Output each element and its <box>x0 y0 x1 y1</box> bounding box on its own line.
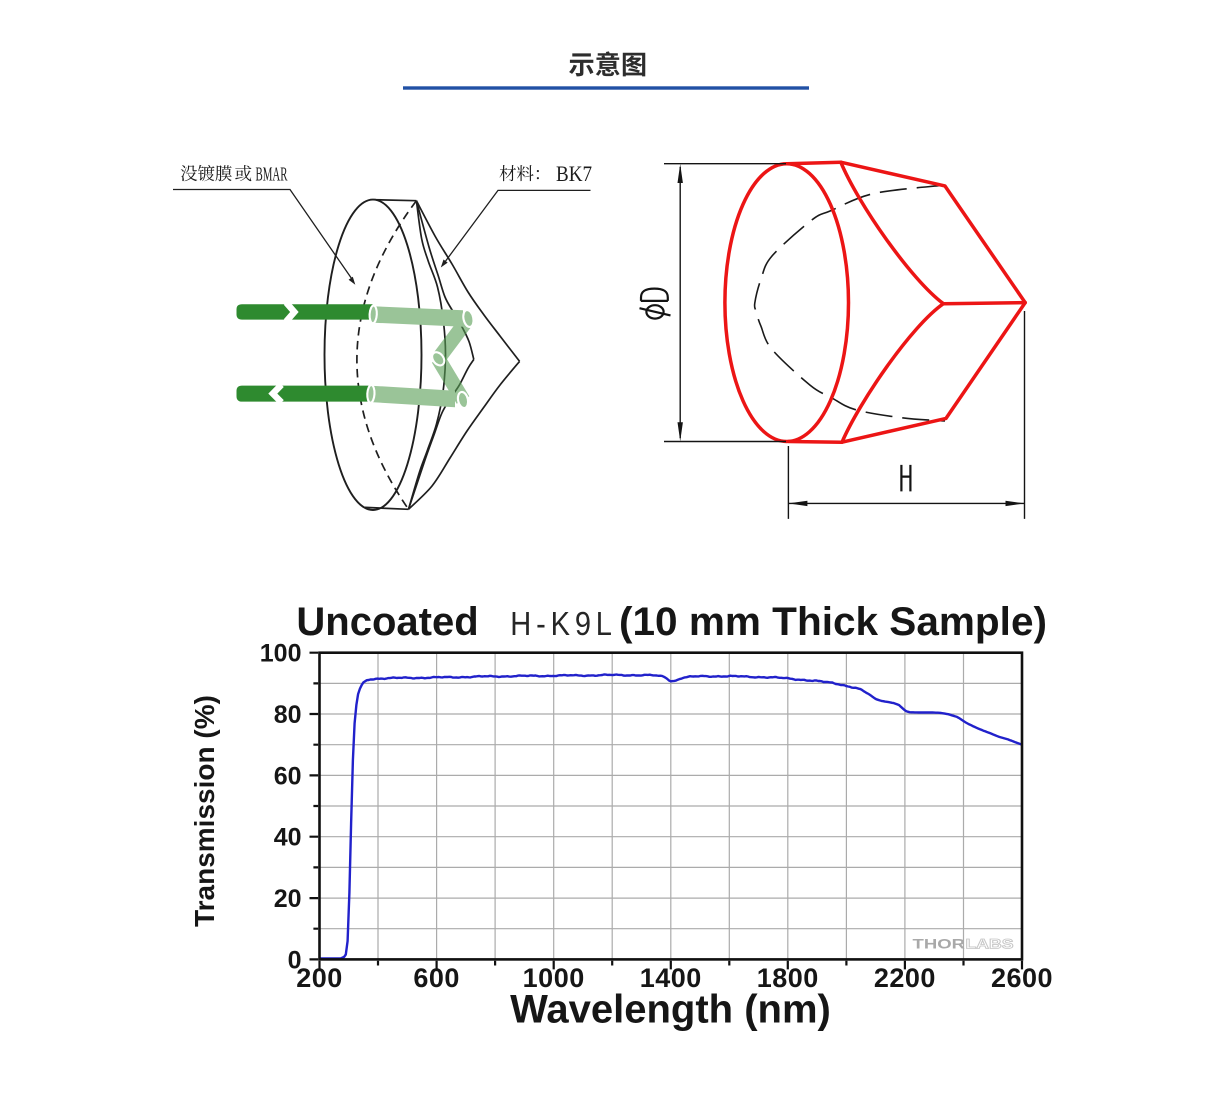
svg-text:BMAR: BMAR <box>256 163 288 185</box>
svg-text:2200: 2200 <box>874 963 936 993</box>
svg-text:1800: 1800 <box>757 963 819 993</box>
svg-text:200: 200 <box>296 963 343 993</box>
svg-text:Transmission (%): Transmission (%) <box>189 695 220 927</box>
svg-text:1400: 1400 <box>640 963 702 993</box>
svg-text:1000: 1000 <box>523 963 585 993</box>
svg-text:20: 20 <box>274 885 302 913</box>
svg-text:(10 mm Thick Sample): (10 mm Thick Sample) <box>619 600 1047 644</box>
svg-text:100: 100 <box>260 640 302 668</box>
svg-text:LABS: LABS <box>966 936 1014 951</box>
svg-text:60: 60 <box>274 762 302 790</box>
svg-text:40: 40 <box>274 824 302 852</box>
svg-text:BK7: BK7 <box>556 161 592 186</box>
svg-text:600: 600 <box>413 963 460 993</box>
svg-text:0: 0 <box>288 946 302 974</box>
svg-text:H-K9L: H-K9L <box>510 605 617 642</box>
svg-text:80: 80 <box>274 701 302 729</box>
svg-text:THOR: THOR <box>913 936 966 951</box>
svg-text:Uncoated: Uncoated <box>296 600 478 644</box>
svg-text:Wavelength (nm): Wavelength (nm) <box>510 987 831 1031</box>
svg-text:2600: 2600 <box>991 963 1053 993</box>
